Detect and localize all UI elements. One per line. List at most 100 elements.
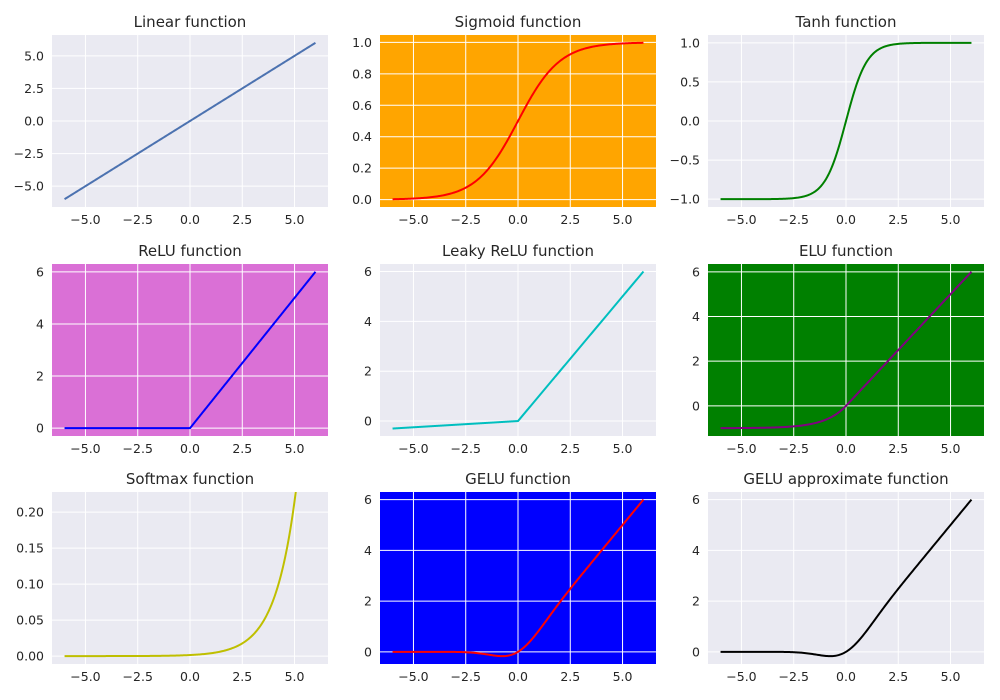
x-tick-label: −2.5 bbox=[779, 212, 809, 227]
subplot-title: ReLU function bbox=[138, 242, 242, 260]
x-tick-label: 2.5 bbox=[888, 212, 908, 227]
y-tick-label: 2 bbox=[36, 369, 44, 384]
x-tick-label: −2.5 bbox=[451, 441, 481, 456]
y-tick-label: 0.05 bbox=[16, 613, 44, 628]
y-tick-label: 0 bbox=[36, 421, 44, 436]
y-tick-label: 2.5 bbox=[24, 81, 44, 96]
y-tick-label: −0.5 bbox=[670, 153, 700, 168]
series-line bbox=[720, 41, 972, 201]
y-tick-label: 4 bbox=[364, 543, 372, 558]
x-tick-label: −2.5 bbox=[123, 669, 153, 684]
subplot-gelu-7: −5.0 −2.5 0.0 2.5 5.0 0 2 4 6 GELU function bbox=[364, 470, 656, 684]
x-tick-label: −5.0 bbox=[70, 441, 100, 456]
y-tick-label: 0.15 bbox=[16, 541, 44, 556]
x-tick-label: 0.0 bbox=[836, 441, 856, 456]
subplot-title: Softmax function bbox=[126, 470, 254, 488]
y-tick-label: 4 bbox=[36, 316, 44, 331]
y-tick-label: −2.5 bbox=[14, 146, 44, 161]
x-tick-label: 2.5 bbox=[232, 212, 252, 227]
x-tick-label: 2.5 bbox=[232, 441, 252, 456]
x-tick-label: −5.0 bbox=[398, 669, 428, 684]
y-tick-label: 0 bbox=[364, 414, 372, 429]
x-tick-label: −2.5 bbox=[451, 669, 481, 684]
y-tick-label: 2 bbox=[692, 354, 700, 369]
y-tick-label: 6 bbox=[692, 492, 700, 507]
x-tick-label: 5.0 bbox=[941, 212, 961, 227]
x-tick-label: 0.0 bbox=[836, 212, 856, 227]
x-tick-label: 5.0 bbox=[285, 669, 305, 684]
x-tick-label: 2.5 bbox=[232, 669, 252, 684]
x-tick-label: −2.5 bbox=[779, 669, 809, 684]
y-tick-label: 0.2 bbox=[352, 161, 372, 176]
x-tick-label: −2.5 bbox=[123, 441, 153, 456]
subplot-title: Linear function bbox=[134, 13, 247, 31]
y-tick-label: 0 bbox=[364, 644, 372, 659]
y-tick-label: 0.10 bbox=[16, 577, 44, 592]
y-tick-label: 0.4 bbox=[352, 129, 372, 144]
x-tick-label: −2.5 bbox=[779, 441, 809, 456]
subplot-tanh-2: −5.0 −2.5 0.0 2.5 5.0 −1.0 −0.5 0.0 0.5 1.0 Tanh f… bbox=[670, 13, 984, 227]
x-tick-label: −2.5 bbox=[123, 212, 153, 227]
x-tick-label: −5.0 bbox=[70, 669, 100, 684]
series-line bbox=[720, 498, 973, 658]
x-tick-label: 2.5 bbox=[560, 669, 580, 684]
series-line bbox=[64, 492, 297, 658]
x-tick-label: 2.5 bbox=[888, 441, 908, 456]
y-tick-label: 6 bbox=[692, 264, 700, 279]
series-line bbox=[64, 271, 317, 430]
subplot-title: Tanh function bbox=[795, 13, 897, 31]
y-tick-label: 6 bbox=[36, 264, 44, 279]
y-tick-label: 0.0 bbox=[680, 114, 700, 129]
subplot-softmax-6: −5.0 −2.5 0.0 2.5 5.0 0.00 0.05 0.10 0.15 0.20 Sof… bbox=[16, 470, 328, 684]
y-tick-label: 1.0 bbox=[352, 35, 372, 50]
x-tick-label: 0.0 bbox=[508, 212, 528, 227]
x-tick-label: 5.0 bbox=[941, 441, 961, 456]
subplot-title: GELU function bbox=[465, 470, 571, 488]
x-tick-label: 0.0 bbox=[508, 669, 528, 684]
subplot-sigmoid-1: −5.0 −2.5 0.0 2.5 5.0 0.0 0.2 0.4 0.6 0.8 1.0 Sigmo… bbox=[352, 13, 656, 227]
x-tick-label: −5.0 bbox=[398, 441, 428, 456]
subplot-title: ELU function bbox=[799, 242, 893, 260]
y-tick-label: 0.00 bbox=[16, 649, 44, 664]
y-tick-label: 0.0 bbox=[24, 114, 44, 129]
y-tick-label: 6 bbox=[364, 264, 372, 279]
y-tick-label: 4 bbox=[364, 314, 372, 329]
series-line bbox=[64, 41, 316, 201]
y-tick-label: 0.20 bbox=[16, 505, 44, 520]
series-line bbox=[392, 270, 645, 430]
y-tick-label: 0.8 bbox=[352, 66, 372, 81]
subplot-leaky_relu-4: −5.0 −2.5 0.0 2.5 5.0 0 2 4 6 Leaky ReLU function bbox=[364, 242, 656, 456]
y-tick-label: −5.0 bbox=[14, 179, 44, 194]
x-tick-label: 5.0 bbox=[941, 669, 961, 684]
series-line bbox=[392, 498, 645, 658]
x-tick-label: 5.0 bbox=[285, 441, 305, 456]
y-tick-label: 6 bbox=[364, 492, 372, 507]
x-tick-label: 5.0 bbox=[613, 212, 633, 227]
y-tick-label: 2 bbox=[364, 364, 372, 379]
subplot-title: Sigmoid function bbox=[455, 13, 582, 31]
x-tick-label: 2.5 bbox=[560, 441, 580, 456]
subplot-title: Leaky ReLU function bbox=[442, 242, 594, 260]
x-tick-label: −5.0 bbox=[726, 441, 756, 456]
subplot-elu-5: −5.0 −2.5 0.0 2.5 5.0 0 2 4 6 ELU function bbox=[692, 242, 984, 456]
x-tick-label: −5.0 bbox=[70, 212, 100, 227]
y-tick-label: 4 bbox=[692, 309, 700, 324]
subplot-title: GELU approximate function bbox=[743, 470, 948, 488]
x-tick-label: 0.0 bbox=[836, 669, 856, 684]
y-tick-label: 0.5 bbox=[680, 74, 700, 89]
y-tick-label: 0.6 bbox=[352, 98, 372, 113]
x-tick-label: −2.5 bbox=[451, 212, 481, 227]
x-tick-label: 0.0 bbox=[180, 212, 200, 227]
y-tick-label: 0 bbox=[692, 644, 700, 659]
series-line bbox=[392, 41, 644, 201]
subplot-relu-3: −5.0 −2.5 0.0 2.5 5.0 0 2 4 6 ReLU function bbox=[36, 242, 328, 456]
x-tick-label: 0.0 bbox=[180, 669, 200, 684]
subplot-linear-0: −5.0 −2.5 0.0 2.5 5.0 −5.0 −2.5 0.0 2.5 5.0 Linear… bbox=[14, 13, 328, 227]
x-tick-label: 2.5 bbox=[560, 212, 580, 227]
y-tick-label: 1.0 bbox=[680, 35, 700, 50]
x-tick-label: −5.0 bbox=[726, 212, 756, 227]
x-tick-label: 5.0 bbox=[285, 212, 305, 227]
y-tick-label: −1.0 bbox=[670, 192, 700, 207]
x-tick-label: −5.0 bbox=[398, 212, 428, 227]
